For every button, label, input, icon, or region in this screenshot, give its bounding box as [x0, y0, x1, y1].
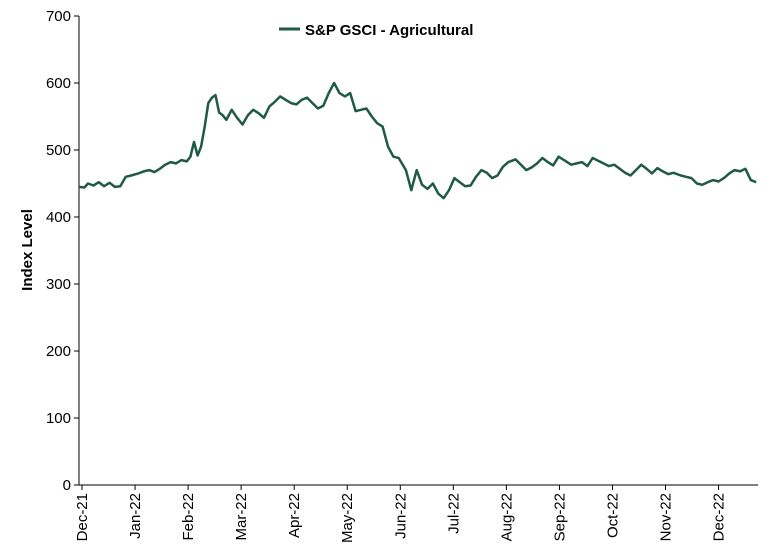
- y-tick-label: 700: [46, 8, 71, 25]
- x-tick-label: Apr-22: [286, 493, 303, 538]
- x-tick-label: Jan-22: [127, 493, 144, 539]
- y-tick-label: 0: [63, 477, 71, 494]
- series-line-agricultural: [78, 81, 757, 200]
- y-tick-label: 400: [46, 209, 71, 226]
- plot-area: [78, 81, 757, 200]
- y-tick-label: 300: [46, 276, 71, 293]
- x-tick-label: Sep-22: [551, 493, 568, 541]
- x-tick-label: Feb-22: [180, 493, 197, 541]
- x-axis: Dec-21 Jan-22 Feb-22 Mar-22 Apr-22 May-22 Jun-…: [74, 484, 758, 543]
- legend: S&P GSCI - Agricultural: [279, 22, 473, 39]
- x-tick-label: Jun-22: [392, 493, 409, 539]
- x-tick-label: Mar-22: [233, 493, 250, 541]
- y-tick-label: 100: [46, 410, 71, 427]
- x-tick-label: Dec-22: [711, 493, 728, 541]
- y-tick-label: 600: [46, 75, 71, 92]
- y-axis: 0 100 200 300 400 500 600 700: [46, 8, 80, 494]
- y-tick-label: 500: [46, 142, 71, 159]
- x-tick-label: Oct-22: [604, 493, 621, 538]
- x-tick-label: May-22: [339, 493, 356, 543]
- x-tick-label: Jul-22: [445, 493, 462, 534]
- y-axis-title: Index Level: [19, 209, 36, 291]
- x-tick-label: Nov-22: [658, 493, 675, 541]
- legend-label: S&P GSCI - Agricultural: [305, 22, 473, 39]
- y-tick-label: 200: [46, 343, 71, 360]
- x-tick-label: Dec-21: [74, 493, 91, 541]
- x-tick-label: Aug-22: [498, 493, 515, 541]
